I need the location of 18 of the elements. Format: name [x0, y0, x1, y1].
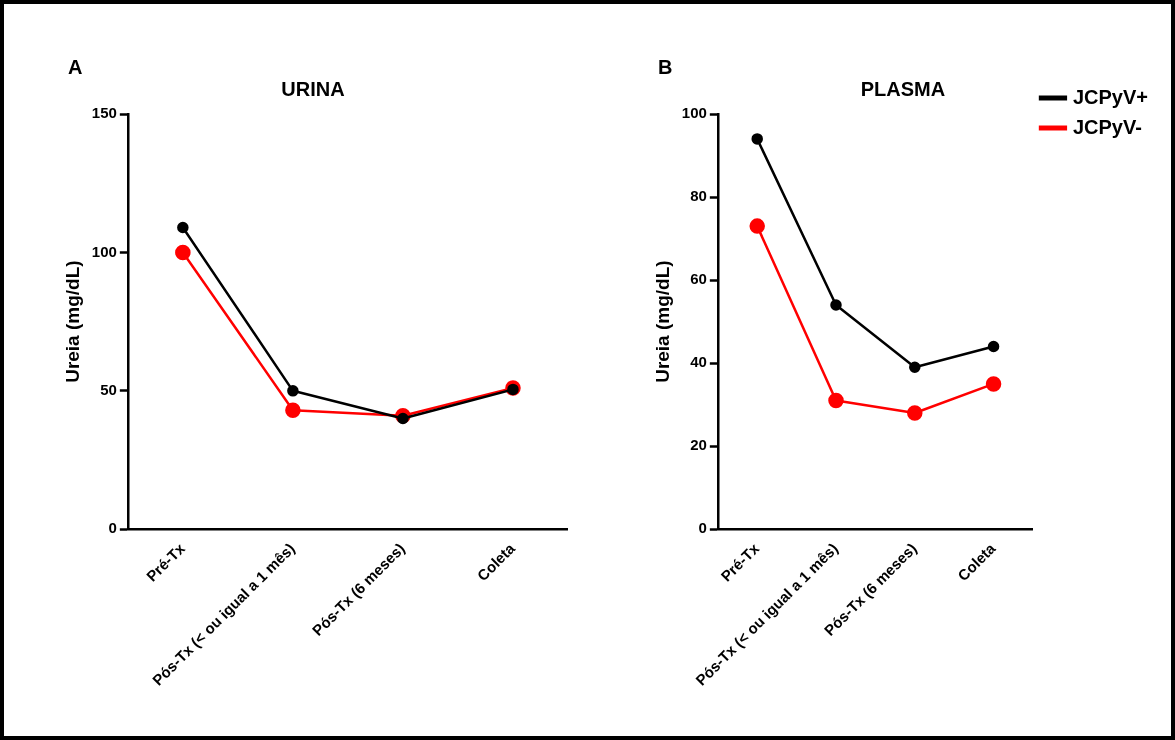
text: B — [658, 56, 673, 79]
chart-title: PLASMA — [860, 77, 946, 100]
legend-label: JCPyV- — [1072, 115, 1142, 138]
y-tick-label: 60 — [690, 270, 707, 288]
y-tick-label: 100 — [681, 104, 707, 122]
y-axis-title: Ureia (mg/dL) — [651, 260, 673, 383]
y-tick-label: 20 — [690, 436, 707, 454]
chart-title: URINA — [281, 77, 345, 100]
y-tick-label: 50 — [100, 380, 117, 398]
y-tick-label: 150 — [91, 104, 117, 122]
y-axis-title: Ureia (mg/dL) — [61, 260, 83, 383]
legend-label: JCPyV+ — [1072, 85, 1149, 108]
y-tick-label: 100 — [91, 242, 117, 260]
y-tick-label: 80 — [690, 187, 707, 205]
y-tick-label: 0 — [108, 519, 117, 537]
text: A — [68, 56, 83, 79]
y-tick-label: 40 — [690, 353, 707, 371]
y-tick-label: 0 — [698, 519, 707, 537]
